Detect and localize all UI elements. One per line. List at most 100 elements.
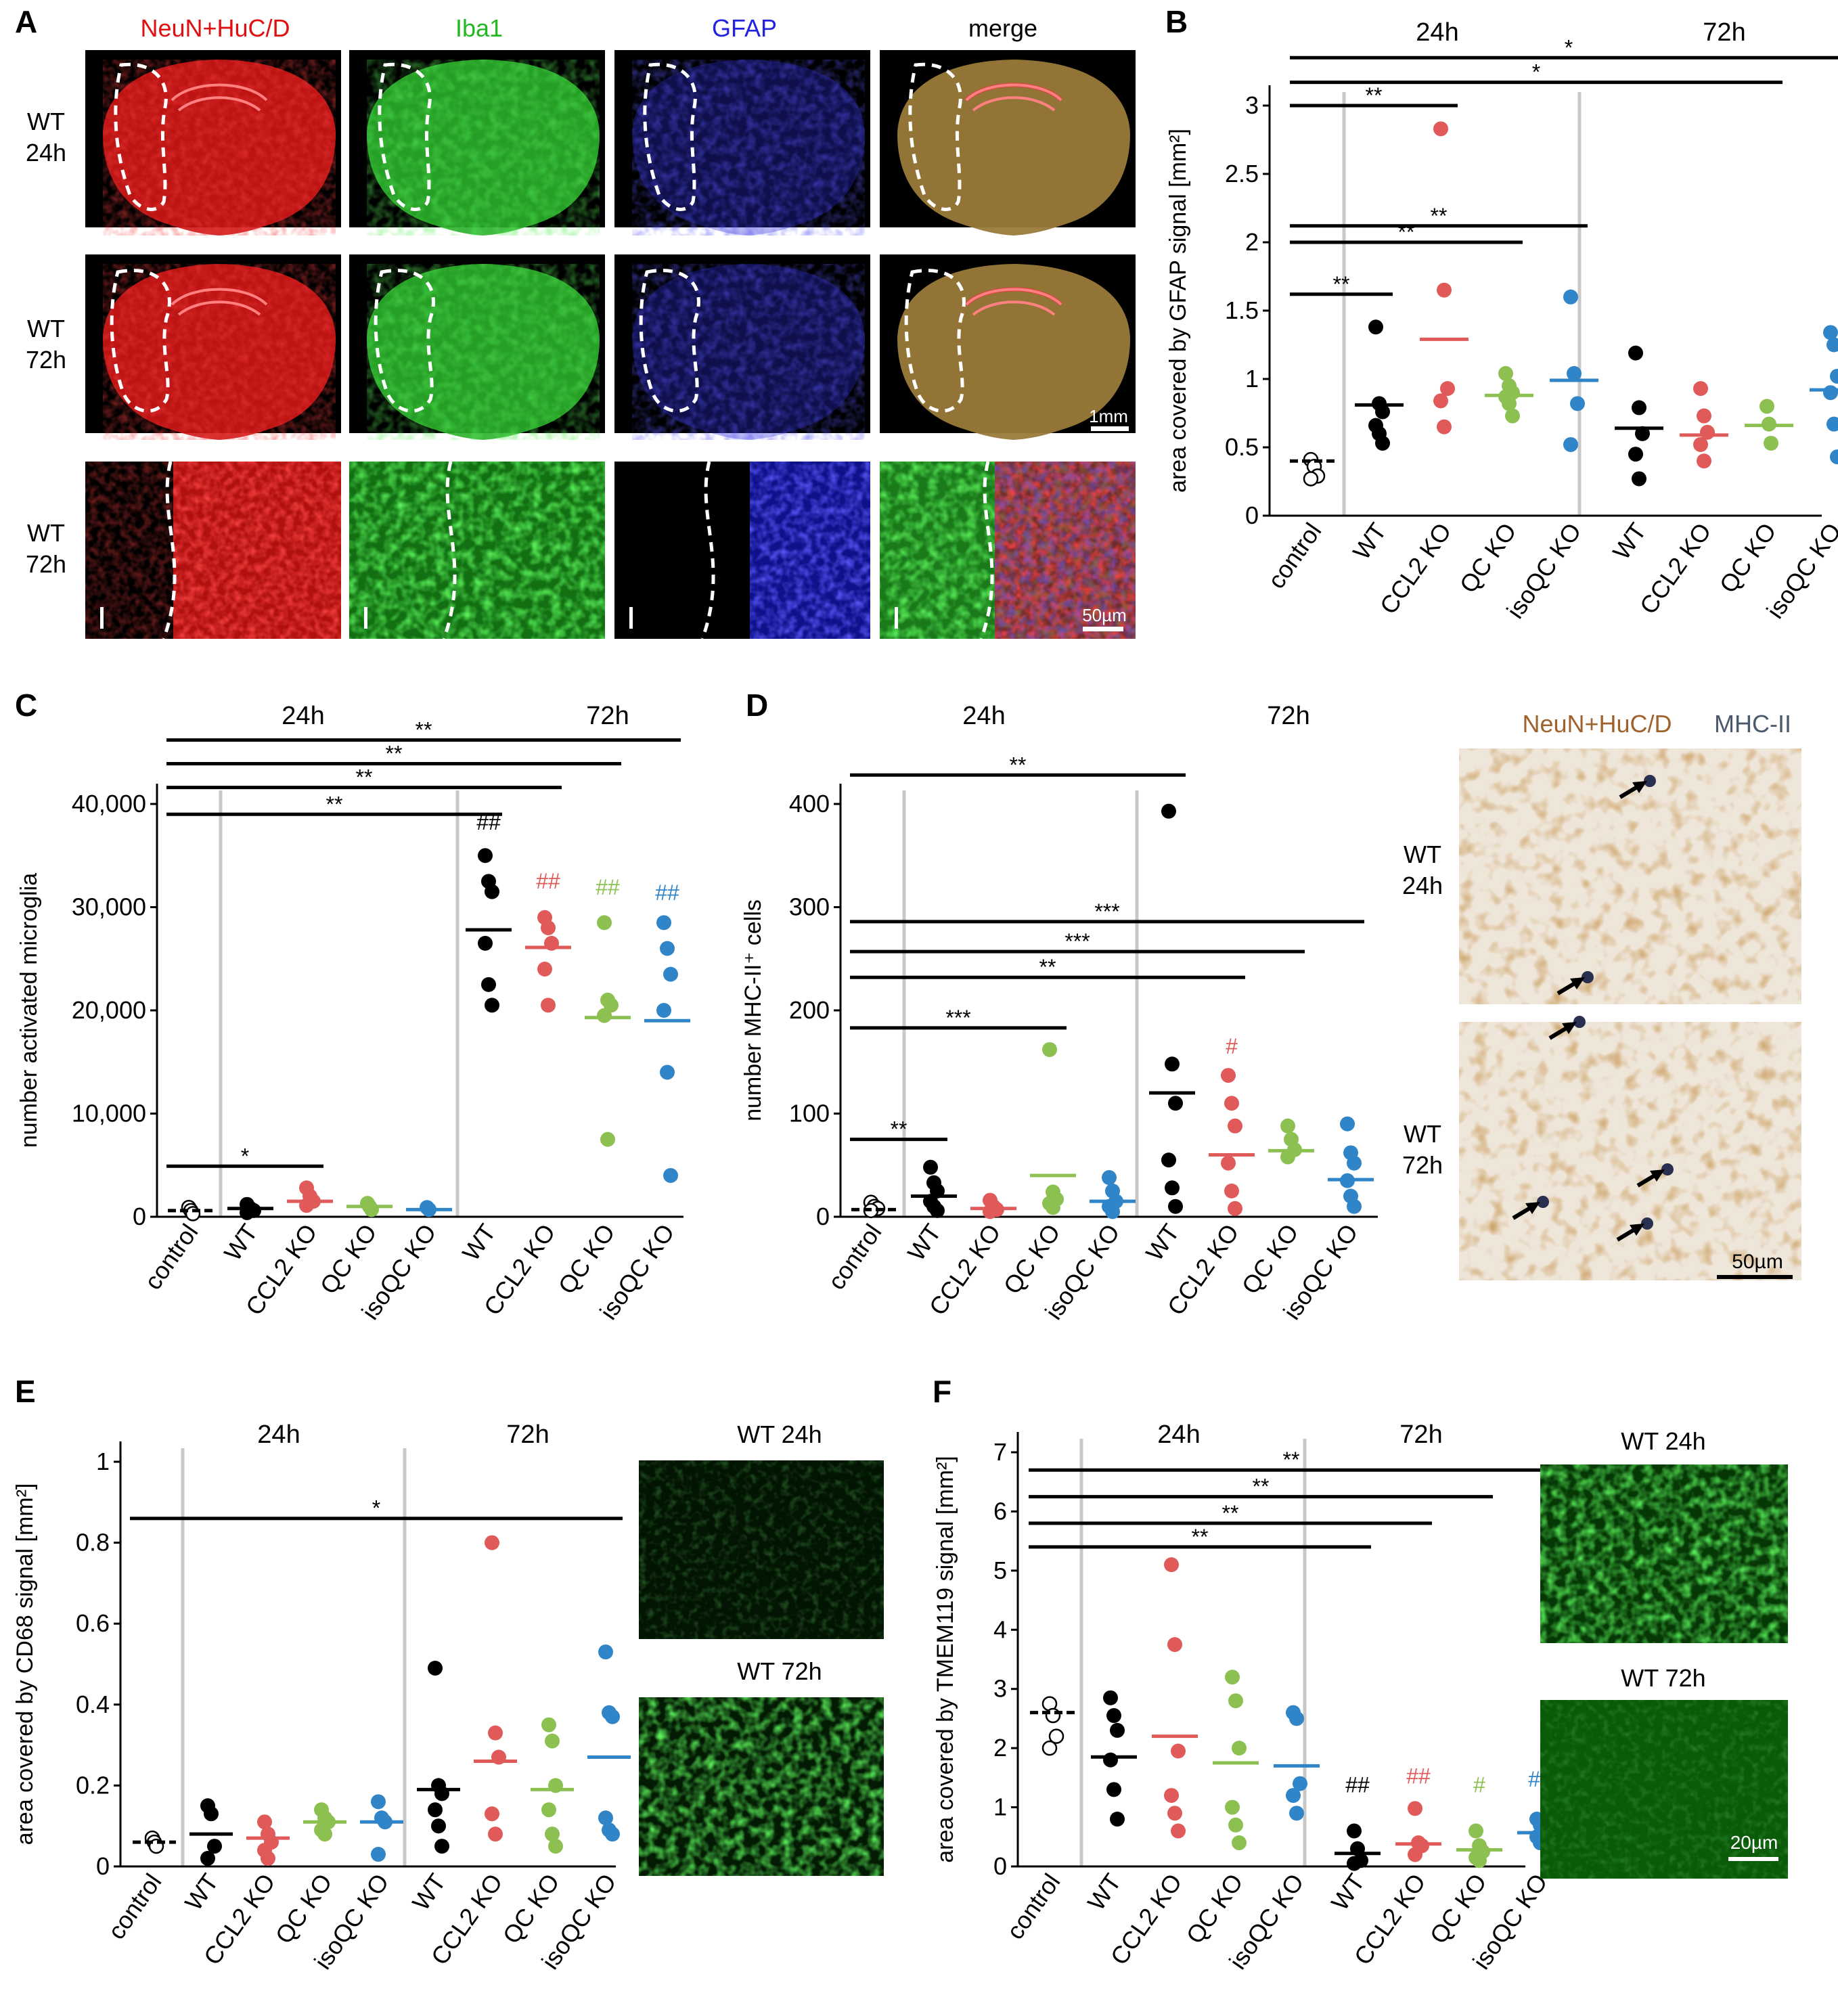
data-point — [1375, 435, 1390, 451]
hippocampus-outline — [965, 288, 1062, 316]
time-point-label: 24h — [1157, 1420, 1200, 1449]
data-point — [1165, 1180, 1180, 1196]
ihc-legend-mhc: MHC-II — [1714, 710, 1791, 738]
data-point — [371, 1794, 386, 1810]
data-point — [1693, 436, 1708, 452]
data-point — [537, 962, 552, 977]
scale-bar-icon — [364, 607, 367, 629]
data-point — [1110, 1722, 1125, 1738]
x-tick-label: WT — [1140, 1219, 1185, 1265]
significance-label: ** — [386, 742, 403, 766]
time-point-label: 24h — [257, 1420, 300, 1449]
micrograph-texture — [367, 264, 600, 440]
y-tick-label: 400 — [789, 790, 830, 817]
time-point-label: 24h — [282, 702, 324, 730]
significance-label: * — [241, 1144, 249, 1168]
data-point — [1433, 393, 1448, 409]
significance-label: ** — [356, 765, 373, 790]
lesion-outline — [378, 62, 432, 211]
data-point — [598, 1644, 613, 1660]
chart-e: 0 0.2 0.4 0.6 0.8 1 area covered by CD68 signa… — [12, 1420, 631, 1974]
micrograph-texture — [750, 462, 870, 639]
data-point — [1628, 345, 1643, 361]
data-point — [1340, 1116, 1355, 1132]
data-point — [1289, 1806, 1304, 1821]
hash-significance-label: ## — [476, 810, 501, 834]
data-point — [431, 1818, 446, 1834]
data-point — [478, 935, 493, 951]
y-tick-label: 4 — [993, 1615, 1007, 1643]
data-point — [663, 1168, 678, 1183]
hippocampus-outline — [171, 83, 268, 112]
data-point — [1042, 1041, 1057, 1057]
cd68-image-label-2: WT 72h — [737, 1657, 822, 1685]
scale-bar-icon — [1717, 1275, 1793, 1279]
data-point — [481, 977, 496, 992]
y-axis-label: number MHC-II⁺ cells — [740, 899, 766, 1121]
data-point — [1228, 1817, 1243, 1833]
data-point — [605, 1827, 620, 1842]
data-point — [600, 1132, 615, 1147]
data-point — [1759, 399, 1774, 414]
hash-significance-label: ## — [655, 880, 679, 905]
scale-bar-icon — [629, 607, 633, 629]
data-point — [1628, 447, 1643, 462]
y-tick-label: 1 — [96, 1448, 110, 1475]
data-point — [1286, 1788, 1301, 1804]
significance-label: ** — [1398, 220, 1415, 244]
data-point — [545, 1827, 560, 1842]
channel-label-gfap: GFAP — [712, 14, 777, 42]
data-point — [541, 1802, 556, 1818]
y-tick-label: 10,000 — [72, 1100, 146, 1127]
time-point-label: 72h — [1267, 702, 1309, 730]
data-point — [317, 1827, 332, 1842]
significance-label: ** — [1039, 955, 1056, 979]
y-axis-label: area covered by GFAP signal [mm²] — [1165, 129, 1191, 493]
data-point — [1224, 1096, 1239, 1111]
data-point — [656, 915, 671, 931]
row-label-2-time: 72h — [26, 346, 66, 374]
data-point — [1103, 1752, 1118, 1768]
panel-c-letter: C — [15, 688, 37, 723]
data-point — [1041, 1740, 1058, 1756]
tmem-image-label-1: WT 24h — [1621, 1427, 1705, 1455]
hash-significance-label: ## — [536, 869, 560, 893]
row-label-2-genotype: WT — [27, 315, 65, 342]
micrograph-texture — [639, 1697, 884, 1876]
panel-a-letter: A — [15, 4, 37, 39]
hash-significance-label: # — [1226, 1034, 1238, 1058]
data-point — [1110, 1812, 1125, 1827]
data-point — [1570, 396, 1585, 411]
data-point — [488, 1725, 503, 1741]
data-point — [1697, 453, 1711, 469]
data-point — [548, 1839, 563, 1854]
x-tick-label: control — [1001, 1868, 1066, 1944]
y-tick-label: 0 — [1245, 501, 1259, 529]
lesion-outline — [110, 269, 171, 413]
data-point — [1567, 365, 1582, 381]
data-point — [485, 884, 499, 899]
scale-label-1mm: 1mm — [1089, 406, 1128, 426]
time-point-label: 72h — [1703, 18, 1745, 47]
channel-label-merge: merge — [968, 14, 1037, 42]
data-point — [1164, 1557, 1179, 1573]
data-point — [488, 1827, 503, 1842]
data-point — [1167, 1637, 1182, 1653]
arrow-icon — [1630, 1224, 1644, 1236]
x-tick-label: WT — [179, 1868, 224, 1915]
data-point — [597, 915, 612, 931]
chart-c: 0 10,000 20,000 30,000 40,000 number activate… — [16, 702, 690, 1324]
data-point — [1228, 1693, 1243, 1709]
data-point — [371, 1847, 386, 1862]
panel-e-micrographs — [639, 1460, 884, 1876]
data-point — [1440, 381, 1455, 397]
data-point — [605, 1709, 620, 1724]
significance-label: ** — [1283, 1448, 1300, 1472]
data-point — [597, 1008, 612, 1023]
data-point — [1224, 1183, 1239, 1199]
brain-section-image — [632, 264, 865, 440]
data-point — [1303, 471, 1319, 487]
y-tick-label: 0.2 — [76, 1771, 110, 1799]
y-tick-label: 30,000 — [72, 893, 146, 921]
hash-significance-label: ## — [1345, 1773, 1370, 1797]
